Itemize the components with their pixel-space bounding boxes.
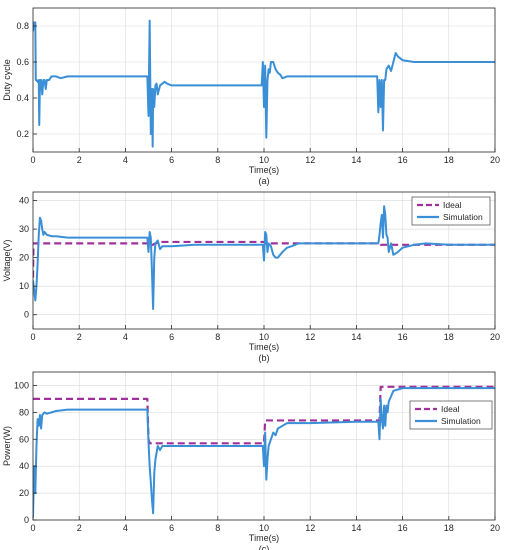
panel-b-xlabel: Time(s) [249, 342, 279, 352]
panel-b-legend-box [411, 196, 491, 226]
panel-c: 0 2 4 6 8 10 12 14 16 18 20 0 20 40 60 80 100 Time(s) Powe… [2, 371, 500, 550]
panel-b-caption: (b) [259, 353, 270, 363]
panel-b-xtick-label-0: 0 [30, 332, 35, 342]
panel-c-legend: Ideal Simulation [409, 400, 493, 430]
panel-b-xtick-label-9: 18 [444, 332, 454, 342]
panel-c-xtick-label-7: 14 [351, 523, 361, 533]
panel-c-ylabel: Power(W) [2, 426, 12, 466]
panel-a: 0 2 4 6 8 10 12 14 16 18 20 0.2 0.4 0.6 0.8 Time(s) Duty… [2, 7, 500, 186]
panel-a-xtick-label-0: 0 [30, 155, 35, 165]
panel-b-ytick-label-0: 0 [24, 310, 29, 320]
panel-c-xtick-label-1: 2 [77, 523, 82, 533]
panel-a-xtick-label-8: 16 [398, 155, 408, 165]
panel-b-xtick-label-6: 12 [305, 332, 315, 342]
panel-c-xtick-label-10: 20 [490, 523, 500, 533]
panel-b-xtick-label-7: 14 [351, 332, 361, 342]
panel-c-ytick-label-4: 80 [19, 407, 29, 417]
panel-b-ytick-label-1: 10 [19, 281, 29, 291]
panel-b-ytick-label-3: 30 [19, 224, 29, 234]
panel-b-ylabel: Voltage(V) [2, 239, 12, 281]
panel-b-xtick-label-10: 20 [490, 332, 500, 342]
panel-a-xtick-label-10: 20 [490, 155, 500, 165]
panel-c-caption: (c) [259, 544, 270, 550]
panel-a-caption: (a) [259, 176, 270, 186]
panel-b-xtick-label-1: 2 [77, 332, 82, 342]
panel-b: 0 2 4 6 8 10 12 14 16 18 20 0 10 20 30 40 Time(s) Voltage… [2, 191, 500, 363]
panel-c-xtick-label-2: 4 [123, 523, 128, 533]
panel-b-xtick-label-3: 6 [169, 332, 174, 342]
panel-a-ytick-label-1: 0.4 [16, 93, 29, 103]
panel-b-ytick-label-2: 20 [19, 253, 29, 263]
panel-c-legend-label-1: Simulation [441, 416, 481, 426]
panel-a-xtick-label-5: 10 [259, 155, 269, 165]
panel-a-xtick-label-9: 18 [444, 155, 454, 165]
panel-c-xtick-label-5: 10 [259, 523, 269, 533]
panel-b-legend: Ideal Simulation [411, 196, 491, 226]
panel-c-ytick-label-0: 0 [24, 515, 29, 525]
panel-b-xtick-label-8: 16 [398, 332, 408, 342]
panel-b-series-ideal [33, 240, 495, 278]
panel-b-legend-label-0: Ideal [443, 200, 462, 210]
panel-b-ytick-label-4: 40 [19, 196, 29, 206]
panel-a-xtick-label-4: 8 [215, 155, 220, 165]
panel-b-legend-label-1: Simulation [443, 212, 483, 222]
panel-c-ytick-label-1: 20 [19, 488, 29, 498]
panel-c-xtick-label-3: 6 [169, 523, 174, 533]
panel-a-ytick-label-0: 0.2 [16, 129, 29, 139]
panel-c-xtick-label-4: 8 [215, 523, 220, 533]
panel-a-xtick-label-2: 4 [123, 155, 128, 165]
panel-a-ylabel: Duty cycle [2, 59, 12, 101]
panel-a-xlabel: Time(s) [249, 165, 279, 175]
panel-c-legend-label-0: Ideal [441, 404, 460, 414]
panel-c-ytick-label-3: 60 [19, 434, 29, 444]
panel-c-ytick-label-5: 100 [14, 380, 29, 390]
panel-a-xtick-label-3: 6 [169, 155, 174, 165]
panel-c-xtick-label-6: 12 [305, 523, 315, 533]
panel-c-xtick-label-0: 0 [30, 523, 35, 533]
panel-a-ytick-label-2: 0.6 [16, 57, 29, 67]
panel-b-xtick-label-2: 4 [123, 332, 128, 342]
panel-a-xtick-label-1: 2 [77, 155, 82, 165]
panel-b-xtick-label-4: 8 [215, 332, 220, 342]
panel-c-series-simulation [33, 387, 495, 518]
panel-b-series-simulation [33, 205, 495, 311]
panel-a-xtick-label-6: 12 [305, 155, 315, 165]
panel-c-xtick-label-9: 18 [444, 523, 454, 533]
panel-a-xtick-label-7: 14 [351, 155, 361, 165]
panel-c-xtick-label-8: 16 [398, 523, 408, 533]
panel-b-xtick-label-5: 10 [259, 332, 269, 342]
panel-a-series-duty [33, 19, 495, 148]
panel-c-legend-box [409, 400, 493, 430]
panel-a-ytick-label-3: 0.8 [16, 21, 29, 31]
panel-c-xlabel: Time(s) [249, 533, 279, 543]
panel-c-ytick-label-2: 40 [19, 461, 29, 471]
